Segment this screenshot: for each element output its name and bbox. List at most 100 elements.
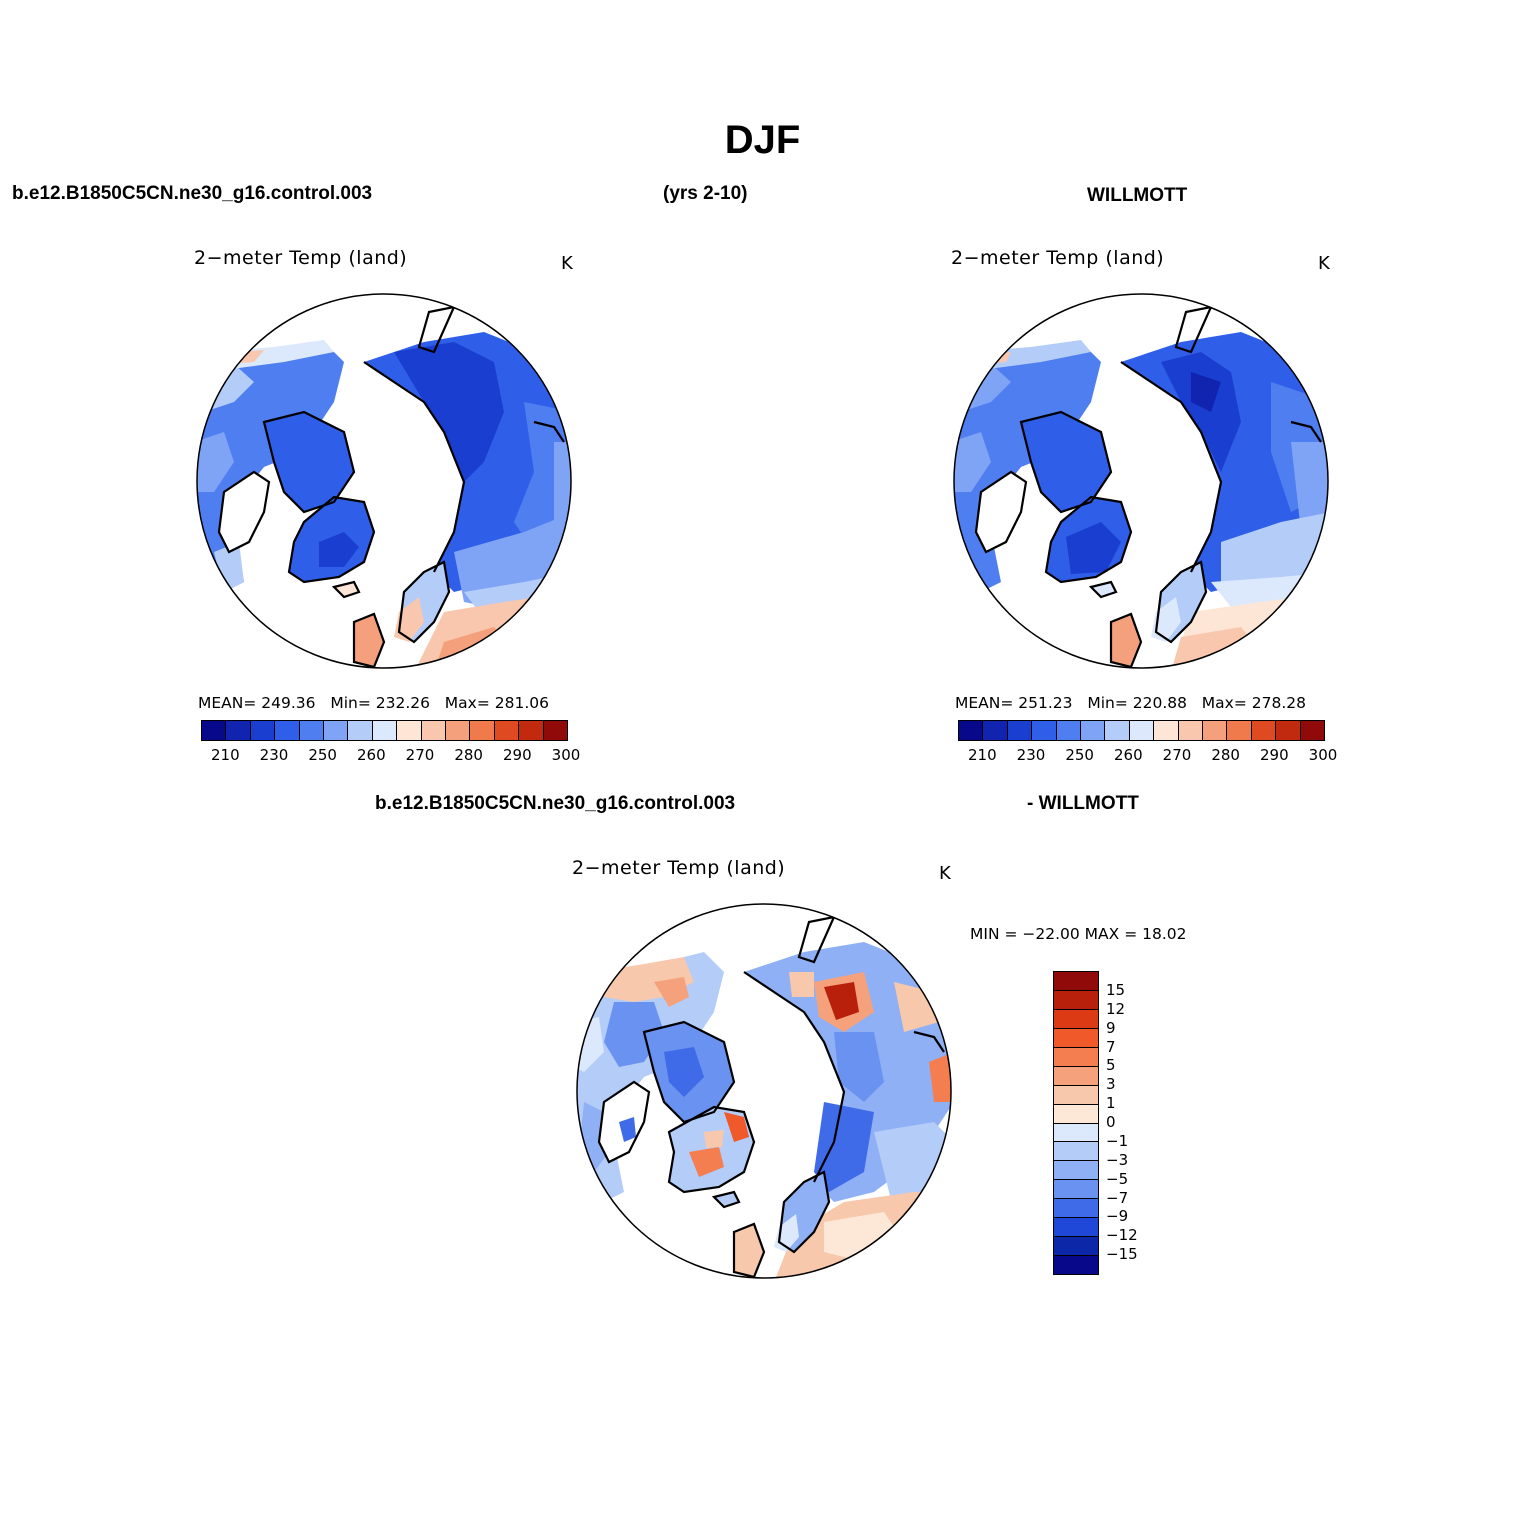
colorbar-tick-label: 250: [1065, 746, 1094, 764]
obs-min-label: Min=: [1087, 694, 1128, 712]
colorbar-swatch: [959, 721, 984, 740]
figure-title: DJF: [724, 118, 801, 162]
colorbar-tick-label: 280: [1211, 746, 1240, 764]
colorbar-swatch: [1227, 721, 1252, 740]
colorbar-tick-label: −3: [1106, 1150, 1129, 1169]
colorbar-tick-label: 290: [503, 746, 532, 764]
colorbar-tick-label: −1: [1106, 1131, 1129, 1150]
colorbar-tick-label: 12: [1106, 999, 1126, 1018]
colorbar-swatch: [1054, 972, 1098, 991]
colorbar-tick-label: 5: [1106, 1056, 1116, 1075]
colorbar-swatch: [446, 721, 471, 740]
colorbar-swatch: [1300, 721, 1325, 740]
colorbar-tick-label: 280: [454, 746, 483, 764]
colorbar-swatch: [421, 721, 447, 740]
obs-name-header: WILLMOTT: [1087, 185, 1188, 206]
model-unit-label: K: [561, 253, 573, 274]
model-max-label: Max=: [444, 694, 490, 712]
colorbar-swatch: [226, 721, 251, 740]
colorbar-tick-label: −9: [1106, 1207, 1129, 1226]
colorbar-swatch: [543, 721, 568, 740]
colorbar-swatch: [1054, 1047, 1098, 1067]
colorbar-tick-label: 210: [968, 746, 997, 764]
colorbar-swatch: [1054, 1161, 1098, 1181]
colorbar-swatch: [1054, 1218, 1098, 1238]
colorbar-swatch: [1054, 1237, 1098, 1257]
colorbar-swatch: [1054, 1009, 1098, 1029]
model-min-value: 232.26: [375, 694, 431, 712]
years-header: (yrs 2-10): [663, 183, 748, 204]
colorbar-tick-label: 300: [551, 746, 581, 764]
diff-panel-title: 2−meter Temp (land): [572, 857, 786, 879]
colorbar-swatch: [1105, 721, 1130, 740]
colorbar-tick-label: −12: [1106, 1226, 1138, 1245]
case-name-header: b.e12.B1850C5CN.ne30_g16.control.003: [12, 183, 373, 204]
colorbar-swatch: [1054, 1142, 1098, 1162]
colorbar-swatch: [348, 721, 373, 740]
colorbar-tick-label: −15: [1106, 1245, 1138, 1264]
model-panel-title: 2−meter Temp (land): [194, 247, 408, 269]
colorbar-swatch: [202, 721, 227, 740]
colorbar-swatch: [397, 721, 422, 740]
colorbar-swatch: [1251, 721, 1277, 740]
colorbar-tick-label: 210: [211, 746, 240, 764]
colorbar-swatch: [1054, 1256, 1098, 1274]
colorbar-swatch: [1081, 721, 1106, 740]
obs-stats: MEAN= 251.23 Min= 220.88 Max= 278.28: [955, 694, 1306, 712]
diff-obs-header: - WILLMOTT: [1027, 793, 1139, 814]
colorbar-swatch: [1054, 1199, 1098, 1219]
colorbar-swatch: [1276, 721, 1301, 740]
colorbar-tick-label: 290: [1260, 746, 1289, 764]
colorbar-swatch: [275, 721, 300, 740]
colorbar-tick-label: 270: [1162, 746, 1192, 764]
colorbar-tick-label: 300: [1308, 746, 1338, 764]
obs-mean-value: 251.23: [1018, 694, 1073, 712]
colorbar-swatch: [1007, 721, 1033, 740]
colorbar-swatch: [1054, 1028, 1098, 1048]
colorbar-swatch: [1056, 721, 1082, 740]
colorbar-tick-label: 9: [1106, 1018, 1116, 1037]
obs-min-value: 220.88: [1132, 694, 1188, 712]
colorbar-swatch: [519, 721, 544, 740]
model-min-label: Min=: [330, 694, 371, 712]
colorbar-tick-label: 250: [308, 746, 337, 764]
model-polar-map: [196, 293, 572, 669]
colorbar-swatch: [1203, 721, 1228, 740]
colorbar-swatch: [1054, 1104, 1098, 1124]
model-stats: MEAN= 249.36 Min= 232.26 Max= 281.06: [198, 694, 549, 712]
model-mean-label: MEAN=: [198, 694, 257, 712]
obs-polar-map: [953, 293, 1329, 669]
colorbar-tick-label: 15: [1106, 980, 1126, 999]
colorbar-swatch: [299, 721, 325, 740]
model-mean-value: 249.36: [261, 694, 316, 712]
colorbar-tick-label: 1: [1106, 1094, 1116, 1113]
colorbar-swatch: [1054, 1085, 1098, 1105]
colorbar-swatch: [1054, 1123, 1098, 1143]
colorbar-swatch: [1032, 721, 1057, 740]
colorbar-swatch: [1054, 1066, 1098, 1086]
colorbar-tick-label: 230: [259, 746, 289, 764]
colorbar-swatch: [1154, 721, 1179, 740]
model-colorbar: [201, 720, 568, 741]
colorbar-swatch: [250, 721, 276, 740]
diff-colorbar: [1053, 971, 1099, 1275]
colorbar-swatch: [470, 721, 495, 740]
colorbar-tick-label: 3: [1106, 1075, 1116, 1094]
colorbar-swatch: [372, 721, 398, 740]
colorbar-tick-label: 260: [1114, 746, 1143, 764]
colorbar-swatch: [1054, 990, 1098, 1010]
model-max-value: 281.06: [494, 694, 550, 712]
colorbar-swatch: [983, 721, 1008, 740]
diff-case-header: b.e12.B1850C5CN.ne30_g16.control.003: [375, 793, 736, 814]
colorbar-tick-label: 0: [1106, 1113, 1116, 1131]
diff-minmax: MIN = −22.00 MAX = 18.02: [970, 925, 1187, 943]
colorbar-tick-label: −7: [1106, 1188, 1129, 1207]
obs-unit-label: K: [1318, 253, 1330, 274]
colorbar-tick-label: −5: [1106, 1169, 1129, 1188]
colorbar-swatch: [494, 721, 520, 740]
colorbar-swatch: [1129, 721, 1155, 740]
diff-unit-label: K: [939, 863, 951, 884]
colorbar-tick-label: 260: [357, 746, 386, 764]
obs-max-label: Max=: [1201, 694, 1247, 712]
colorbar-swatch: [1054, 1180, 1098, 1200]
